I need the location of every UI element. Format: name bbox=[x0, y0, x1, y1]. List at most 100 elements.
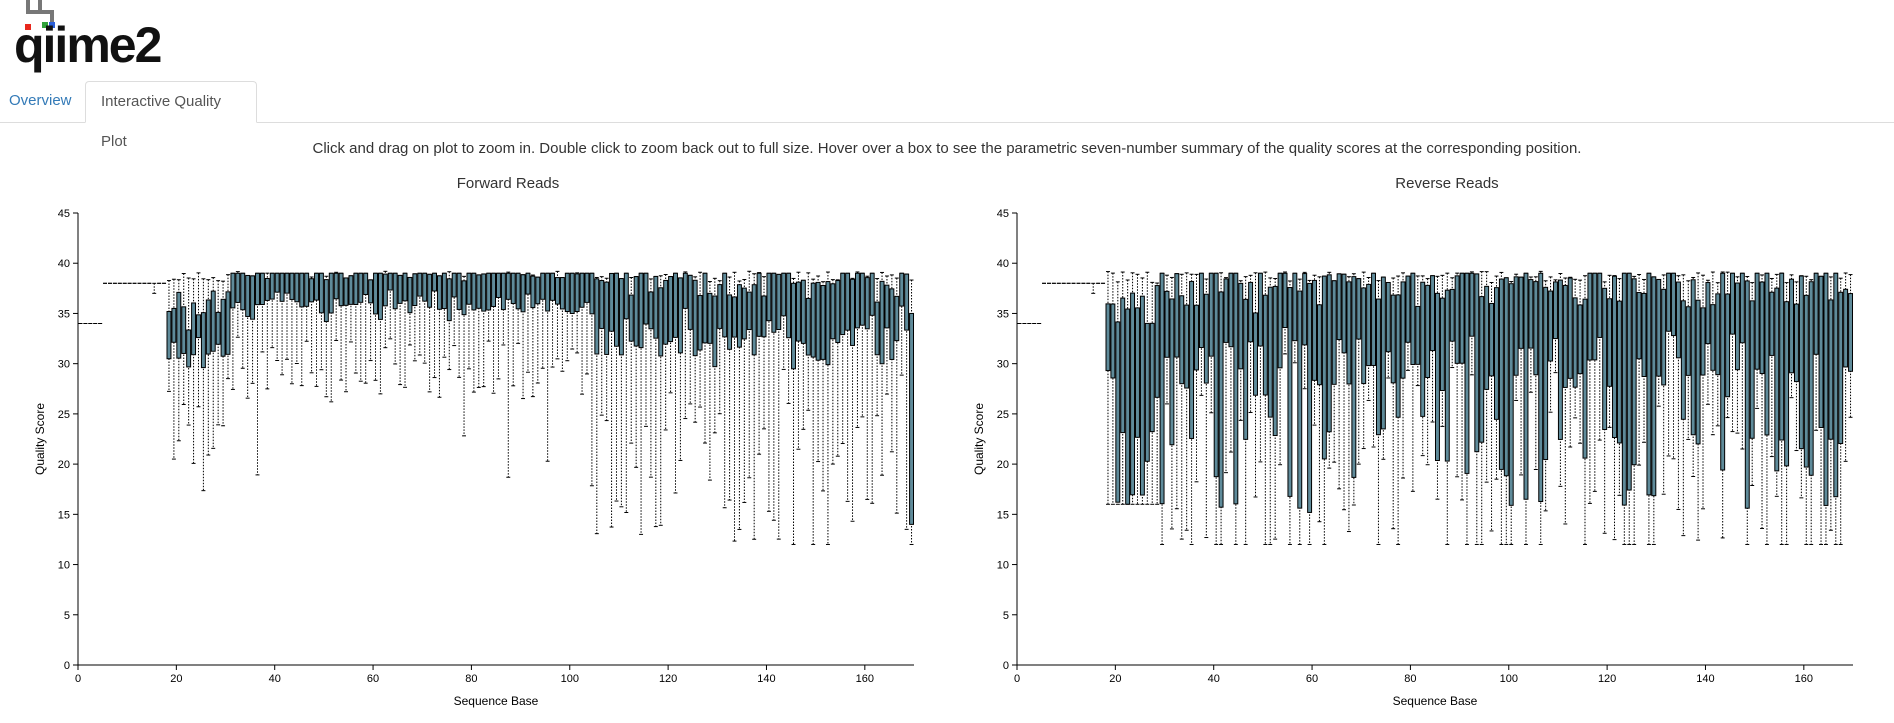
qiime2-logo[interactable]: qiime2 bbox=[14, 0, 194, 78]
quality-box bbox=[476, 274, 482, 309]
quality-box bbox=[1174, 273, 1180, 358]
x-tick-label: 100 bbox=[1500, 673, 1518, 685]
x-tick-label: 80 bbox=[1404, 673, 1416, 685]
quality-box bbox=[874, 301, 880, 356]
tab-interactive-quality-plot[interactable]: Interactive Quality Plot bbox=[85, 81, 257, 150]
quality-box bbox=[628, 294, 634, 342]
quality-box bbox=[422, 272, 428, 302]
x-tick-label: 160 bbox=[856, 673, 874, 685]
quality-box bbox=[1253, 312, 1258, 396]
quality-box bbox=[1238, 282, 1244, 370]
quality-box bbox=[899, 272, 905, 307]
quality-box bbox=[1385, 281, 1391, 353]
quality-box bbox=[427, 273, 433, 308]
quality-box bbox=[1607, 298, 1613, 387]
quality-box bbox=[255, 272, 260, 306]
quality-box bbox=[835, 280, 841, 344]
quality-box bbox=[1154, 285, 1160, 398]
quality-box bbox=[653, 275, 659, 339]
quality-box bbox=[382, 273, 388, 307]
quality-box bbox=[1400, 281, 1406, 379]
quality-box bbox=[673, 272, 678, 338]
quality-box bbox=[741, 287, 747, 340]
quality-box bbox=[776, 273, 782, 331]
forward-reads-plot[interactable]: Forward Reads 0 5 10 15 20 25 30 35 40 45 0 20 40 60 8… bbox=[30, 175, 920, 720]
quality-box bbox=[1749, 300, 1755, 439]
quality-box bbox=[756, 272, 762, 337]
tab-bar: Overview Interactive Quality Plot bbox=[0, 81, 1894, 150]
quality-box bbox=[299, 272, 305, 308]
quality-box bbox=[230, 272, 236, 309]
quality-box bbox=[1213, 272, 1219, 478]
quality-box bbox=[1297, 290, 1303, 509]
quality-box bbox=[1469, 272, 1475, 337]
quality-box bbox=[1631, 278, 1637, 466]
quality-box bbox=[412, 273, 418, 307]
quality-box bbox=[1248, 281, 1254, 343]
quality-box bbox=[1730, 272, 1735, 335]
quality-box bbox=[1577, 304, 1583, 375]
quality-box bbox=[1587, 272, 1593, 361]
quality-box bbox=[805, 297, 811, 356]
header: qiime2 bbox=[0, 0, 1894, 80]
quality-box bbox=[1120, 297, 1126, 434]
quality-box bbox=[1759, 281, 1765, 375]
quality-box bbox=[441, 272, 447, 310]
quality-box bbox=[1666, 272, 1672, 332]
quality-box bbox=[1528, 279, 1534, 349]
quality-box bbox=[1267, 286, 1273, 418]
quality-box bbox=[338, 272, 344, 307]
quality-box bbox=[1597, 272, 1603, 338]
quality-box bbox=[599, 280, 605, 329]
quality-box bbox=[1287, 287, 1293, 497]
quality-box bbox=[825, 281, 831, 366]
quality-box bbox=[368, 279, 374, 304]
forward-reads-chart[interactable]: 0 5 10 15 20 25 30 35 40 45 0 20 40 60 80 100 120 140 160 S… bbox=[30, 175, 920, 715]
quality-box bbox=[854, 272, 860, 329]
quality-box bbox=[1548, 290, 1554, 362]
quality-box bbox=[1125, 308, 1131, 505]
quality-box bbox=[186, 329, 192, 368]
quality-box bbox=[1479, 296, 1485, 443]
quality-box bbox=[1130, 292, 1136, 496]
quality-box bbox=[1331, 280, 1337, 385]
quality-box bbox=[687, 274, 693, 330]
quality-box bbox=[864, 277, 870, 330]
quality-box bbox=[1838, 291, 1844, 445]
quality-box bbox=[1848, 293, 1854, 372]
quality-box bbox=[486, 272, 492, 311]
quality-box bbox=[402, 272, 408, 302]
quality-box bbox=[407, 276, 413, 314]
quality-box bbox=[736, 284, 742, 348]
quality-box bbox=[869, 272, 875, 316]
quality-box bbox=[358, 272, 364, 303]
quality-box bbox=[663, 279, 669, 345]
reverse-reads-chart[interactable]: 0 5 10 15 20 25 30 35 40 45 0 20 40 60 80 100 120 140 160 S… bbox=[969, 175, 1859, 715]
quality-box bbox=[555, 277, 560, 305]
quality-box bbox=[1135, 307, 1140, 438]
quality-box bbox=[171, 307, 177, 343]
tab-overview[interactable]: Overview bbox=[9, 92, 72, 109]
quality-box bbox=[530, 275, 536, 309]
quality-box bbox=[746, 291, 752, 331]
quality-box bbox=[432, 272, 437, 292]
quality-box bbox=[1395, 294, 1401, 418]
quality-box bbox=[820, 285, 826, 360]
x-axis-label: Sequence Base bbox=[1393, 694, 1478, 708]
quality-box bbox=[1336, 273, 1342, 341]
quality-box bbox=[559, 277, 565, 310]
quality-box bbox=[1159, 272, 1165, 505]
quality-box bbox=[284, 272, 290, 294]
quality-box bbox=[176, 291, 182, 359]
reverse-reads-plot[interactable]: Reverse Reads 0 5 10 15 20 25 30 35 40 45 0 20 40 60 8… bbox=[969, 175, 1859, 720]
x-tick-label: 60 bbox=[1306, 673, 1318, 685]
quality-box bbox=[1567, 277, 1573, 379]
quality-box bbox=[1720, 272, 1726, 471]
quality-box bbox=[1356, 278, 1362, 340]
x-tick-label: 140 bbox=[1696, 673, 1714, 685]
quality-box bbox=[500, 272, 506, 311]
y-tick-label: 0 bbox=[1003, 660, 1009, 672]
quality-box bbox=[200, 312, 206, 369]
x-tick-label: 60 bbox=[367, 673, 379, 685]
quality-box bbox=[584, 272, 590, 303]
